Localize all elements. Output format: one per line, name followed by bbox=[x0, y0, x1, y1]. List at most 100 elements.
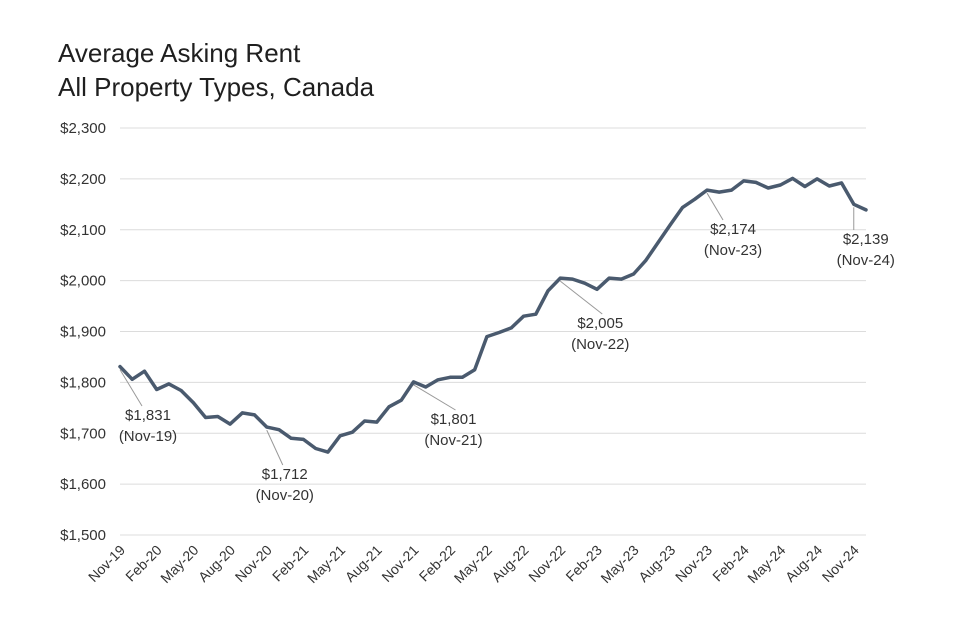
data-point bbox=[803, 185, 807, 189]
y-tick-label: $1,500 bbox=[60, 527, 106, 544]
data-point bbox=[412, 380, 416, 384]
x-tick-label: Aug-23 bbox=[635, 542, 678, 585]
data-point bbox=[253, 413, 257, 417]
x-tick-label: Feb-24 bbox=[709, 542, 752, 585]
y-tick-label: $1,900 bbox=[60, 324, 106, 341]
chart-subtitle: All Property Types, Canada bbox=[58, 72, 375, 102]
data-point bbox=[191, 401, 195, 405]
data-point bbox=[473, 368, 477, 372]
x-tick-label: Aug-21 bbox=[342, 542, 385, 585]
annotation-leader bbox=[266, 429, 284, 466]
annotation-date: (Nov-24) bbox=[837, 252, 895, 269]
data-point bbox=[118, 365, 122, 369]
data-point bbox=[827, 184, 831, 188]
data-point bbox=[216, 414, 220, 418]
data-point bbox=[375, 420, 379, 424]
x-tick-label: Aug-22 bbox=[488, 542, 531, 585]
x-axis-ticks: Nov-19Feb-20May-20Aug-20Nov-20Feb-21May-… bbox=[85, 542, 862, 586]
annotation-date: (Nov-23) bbox=[704, 242, 762, 259]
y-axis-ticks: $1,500 $1,600 $1,700 $1,800 $1,900 $2,000 $2,1… bbox=[60, 120, 106, 544]
x-tick-label: Nov-23 bbox=[672, 542, 715, 585]
series bbox=[118, 176, 868, 454]
x-tick-label: Nov-20 bbox=[232, 542, 275, 585]
data-point bbox=[570, 277, 574, 281]
annotation-leader bbox=[706, 192, 724, 221]
x-tick-label: May-20 bbox=[157, 542, 201, 586]
data-point bbox=[522, 314, 526, 318]
data-point bbox=[387, 405, 391, 409]
data-point bbox=[142, 369, 146, 373]
data-point bbox=[289, 436, 293, 440]
annotation-value: $1,712 bbox=[262, 466, 308, 483]
x-tick-label: Nov-19 bbox=[85, 542, 128, 585]
data-point bbox=[130, 377, 134, 381]
annotation-leader bbox=[119, 369, 143, 407]
data-point bbox=[155, 387, 159, 391]
data-point bbox=[460, 375, 464, 379]
x-tick-label: May-24 bbox=[744, 542, 788, 586]
annotations: $1,831 (Nov-19) $1,712 (Nov-20) $1,801 (Nov-2… bbox=[119, 221, 895, 504]
data-point bbox=[840, 181, 844, 185]
data-point bbox=[754, 180, 758, 184]
data-point bbox=[607, 276, 611, 280]
data-point bbox=[448, 375, 452, 379]
data-point bbox=[399, 398, 403, 402]
annotation-value: $2,174 bbox=[710, 221, 756, 238]
data-point bbox=[619, 277, 623, 281]
data-point bbox=[864, 208, 868, 212]
annotation-value: $1,831 bbox=[125, 407, 171, 424]
x-tick-label: May-21 bbox=[304, 542, 348, 586]
data-point bbox=[766, 186, 770, 190]
y-tick-label: $2,000 bbox=[60, 273, 106, 290]
x-tick-label: Feb-23 bbox=[562, 542, 605, 585]
data-point bbox=[314, 447, 318, 451]
x-tick-label: Feb-22 bbox=[416, 542, 459, 585]
data-point bbox=[668, 223, 672, 227]
chart-title: Average Asking Rent bbox=[58, 38, 301, 68]
data-point bbox=[424, 385, 428, 389]
annotation-leader bbox=[559, 280, 603, 315]
data-point bbox=[656, 240, 660, 244]
data-point bbox=[729, 188, 733, 192]
x-tick-label: May-22 bbox=[451, 542, 495, 586]
x-tick-label: Feb-20 bbox=[122, 542, 165, 585]
x-tick-label: May-23 bbox=[597, 542, 641, 586]
data-point bbox=[485, 335, 489, 339]
series-line bbox=[118, 176, 868, 454]
data-point bbox=[265, 425, 269, 429]
data-point bbox=[815, 177, 819, 181]
x-tick-label: Aug-20 bbox=[195, 542, 238, 585]
annotation-value: $1,801 bbox=[431, 411, 477, 428]
annotation-value: $2,005 bbox=[577, 315, 623, 332]
annotation-leader bbox=[413, 384, 456, 411]
x-tick-label: Feb-21 bbox=[269, 542, 312, 585]
y-tick-label: $1,700 bbox=[60, 425, 106, 442]
data-point bbox=[742, 179, 746, 183]
data-point bbox=[204, 415, 208, 419]
data-point bbox=[717, 190, 721, 194]
x-tick-label: Nov-24 bbox=[819, 542, 862, 585]
annotation-leaders bbox=[119, 192, 855, 466]
x-tick-label: Nov-22 bbox=[525, 542, 568, 585]
data-point bbox=[179, 389, 183, 393]
data-point bbox=[301, 437, 305, 441]
data-point bbox=[228, 422, 232, 426]
data-point bbox=[240, 411, 244, 415]
y-tick-label: $2,300 bbox=[60, 120, 106, 137]
data-point bbox=[778, 183, 782, 187]
data-point bbox=[509, 326, 513, 330]
data-point bbox=[363, 419, 367, 423]
y-tick-label: $2,100 bbox=[60, 222, 106, 239]
data-point bbox=[497, 331, 501, 335]
annotation-date: (Nov-21) bbox=[424, 432, 482, 449]
data-point bbox=[632, 272, 636, 276]
x-tick-label: Aug-24 bbox=[782, 542, 825, 585]
y-tick-label: $2,200 bbox=[60, 171, 106, 188]
data-point bbox=[326, 450, 330, 454]
data-point bbox=[681, 205, 685, 209]
data-point bbox=[277, 428, 281, 432]
x-tick-label: Nov-21 bbox=[378, 542, 421, 585]
data-point bbox=[534, 312, 538, 316]
data-point bbox=[436, 378, 440, 382]
